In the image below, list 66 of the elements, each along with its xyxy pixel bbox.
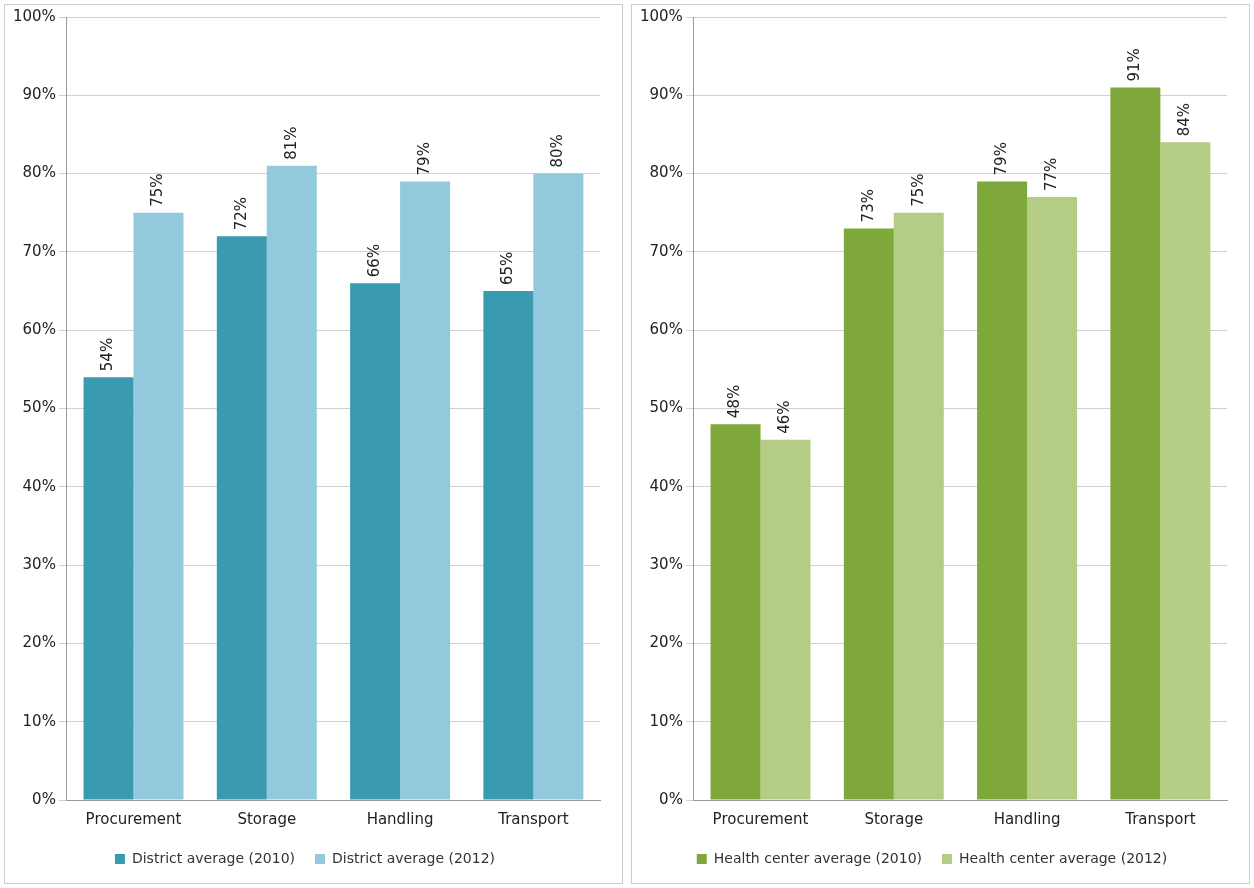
data-label: 65%	[498, 251, 517, 286]
y-tick-label: 0%	[659, 789, 683, 808]
y-tick-label: 10%	[649, 711, 683, 730]
y-tick-label: 90%	[649, 85, 683, 104]
bar	[133, 212, 184, 800]
data-label: 72%	[231, 196, 250, 231]
y-tick-label: 60%	[649, 320, 683, 339]
bar	[350, 283, 401, 800]
y-tick-label: 70%	[649, 241, 683, 260]
bar	[533, 173, 584, 800]
y-tick-label: 20%	[649, 633, 683, 652]
data-label: 54%	[98, 337, 117, 372]
data-label: 75%	[908, 173, 927, 207]
x-tick-label: Handling	[366, 809, 434, 828]
x-tick-label: Transport	[1124, 809, 1196, 828]
y-tick-label: 20%	[22, 633, 56, 652]
data-label: 48%	[725, 384, 744, 419]
legend-label: District average (2012)	[332, 849, 496, 866]
y-tick-label: 30%	[22, 554, 56, 573]
bar	[1160, 142, 1211, 800]
data-label: 66%	[364, 243, 383, 278]
bar	[216, 236, 267, 800]
data-label: 79%	[991, 142, 1010, 176]
data-label: 46%	[775, 400, 794, 434]
data-label: 79%	[414, 142, 433, 176]
bar	[400, 181, 451, 800]
y-tick-label: 30%	[649, 554, 683, 573]
data-label: 73%	[858, 189, 877, 223]
bar	[760, 439, 811, 800]
bar	[977, 181, 1028, 800]
legend-label: District average (2010)	[131, 849, 296, 866]
y-tick-label: 80%	[22, 163, 56, 182]
data-label: 84%	[1175, 102, 1194, 137]
bar	[483, 291, 534, 800]
x-tick-label: Procurement	[712, 809, 809, 828]
bar	[266, 165, 317, 800]
x-tick-label: Handling	[993, 809, 1061, 828]
y-tick-label: 10%	[22, 711, 56, 730]
y-tick-label: 40%	[22, 476, 56, 495]
y-tick-label: 100%	[12, 6, 56, 25]
data-label: 81%	[281, 126, 300, 160]
legend-label: Health center average (2010)	[713, 849, 922, 866]
bar	[843, 228, 894, 800]
bar	[1110, 87, 1161, 800]
y-tick-label: 100%	[639, 6, 683, 25]
bar	[1027, 197, 1078, 800]
y-tick-label: 0%	[32, 789, 56, 808]
data-label: 75%	[148, 173, 167, 207]
bar	[893, 212, 944, 800]
y-tick-label: 90%	[22, 85, 56, 104]
x-tick-label: Storage	[237, 809, 297, 828]
bar	[710, 424, 761, 800]
data-label: 91%	[1125, 48, 1144, 82]
y-tick-label: 60%	[22, 320, 56, 339]
y-tick-label: 50%	[649, 398, 683, 417]
y-tick-label: 70%	[22, 241, 56, 260]
legend-label: Health center average (2012)	[959, 849, 1168, 866]
x-tick-label: Transport	[497, 809, 569, 828]
y-tick-label: 50%	[22, 398, 56, 417]
y-tick-label: 80%	[649, 163, 683, 182]
data-label: 77%	[1041, 157, 1060, 192]
y-tick-label: 40%	[649, 476, 683, 495]
x-tick-label: Storage	[864, 809, 924, 828]
bar	[83, 377, 134, 800]
x-tick-label: Procurement	[85, 809, 182, 828]
data-label: 80%	[548, 134, 567, 168]
